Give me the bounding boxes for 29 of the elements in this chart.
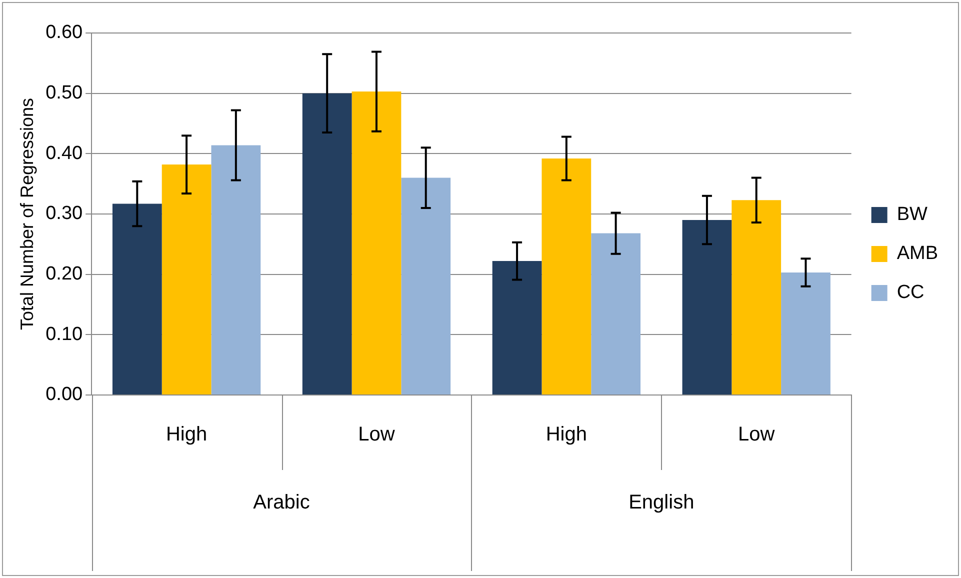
bar: [682, 220, 732, 394]
x-tick-label: Low: [358, 424, 396, 446]
y-tick-label: 0.00: [46, 384, 83, 406]
legend-label: CC: [896, 282, 924, 304]
bar: [492, 261, 542, 394]
y-tick-label: 0.10: [46, 324, 83, 345]
y-tick-label: 0.40: [46, 142, 83, 164]
bar: [302, 93, 352, 394]
bar: [112, 204, 162, 394]
bar: [352, 92, 402, 394]
y-axis-title: Total Number of Regressions: [16, 98, 37, 330]
y-tick-label: 0.50: [46, 82, 83, 104]
y-tick-label: 0.30: [46, 203, 83, 224]
bar: [732, 200, 782, 394]
bar: [781, 272, 830, 394]
y-tick-label: 0.20: [46, 264, 83, 285]
bar: [542, 158, 592, 394]
bar: [162, 164, 212, 394]
text: Arabic: [253, 492, 310, 514]
y-tick-label: 0.60: [46, 22, 83, 44]
x-tick-label: High: [166, 424, 208, 446]
bar: [591, 233, 640, 394]
text: English: [628, 492, 694, 514]
x-tick-label: Low: [738, 424, 776, 446]
legend-label: BW: [896, 204, 928, 226]
bar: [211, 145, 261, 394]
bar: [401, 178, 451, 394]
legend-label: AMB: [896, 243, 938, 264]
x-tick-label: High: [546, 424, 587, 446]
